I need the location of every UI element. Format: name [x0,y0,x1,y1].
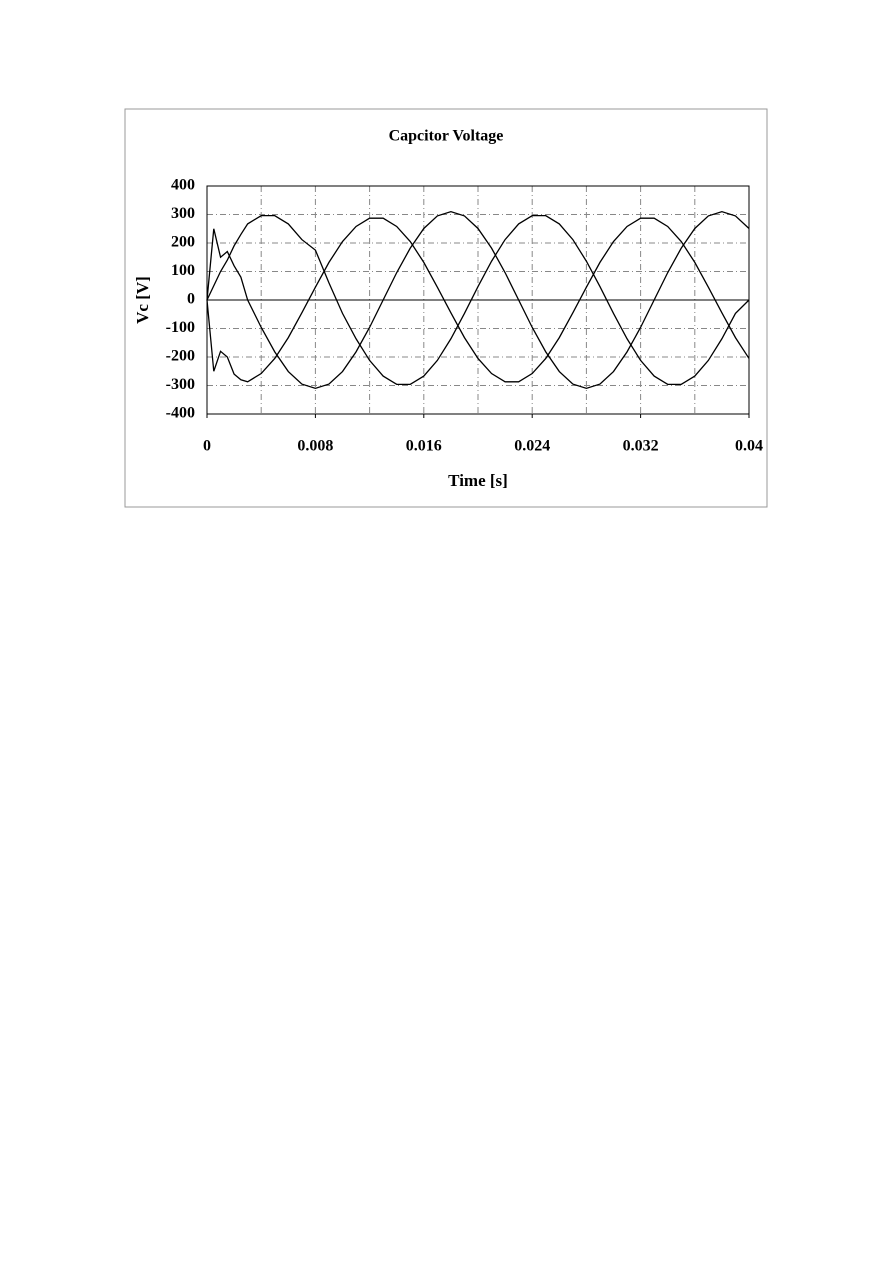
y-axis-label: Vc [V] [133,276,152,324]
y-tick-label: -200 [166,348,195,365]
y-tick-label: -400 [166,405,195,422]
series-line [206,210,750,390]
y-tick-label: -100 [166,319,195,336]
series-line [206,217,750,383]
y-tick-label: -300 [166,376,195,393]
x-tick-label: 0.024 [514,438,550,455]
y-tick-label: 400 [171,177,195,194]
y-tick-label: 200 [171,234,195,251]
x-tick-label: 0.016 [406,438,442,455]
y-tick-label: 0 [187,291,195,308]
x-tick-label: 0.04 [735,438,763,455]
x-axis-label: Time [s] [448,471,508,490]
y-tick-label: 300 [171,205,195,222]
x-tick-label: 0.032 [623,438,659,455]
x-tick-label: 0 [203,438,211,455]
y-tick-label: 100 [171,262,195,279]
x-tick-label: 0.008 [297,438,333,455]
chart-title: Capcitor Voltage [389,128,504,145]
